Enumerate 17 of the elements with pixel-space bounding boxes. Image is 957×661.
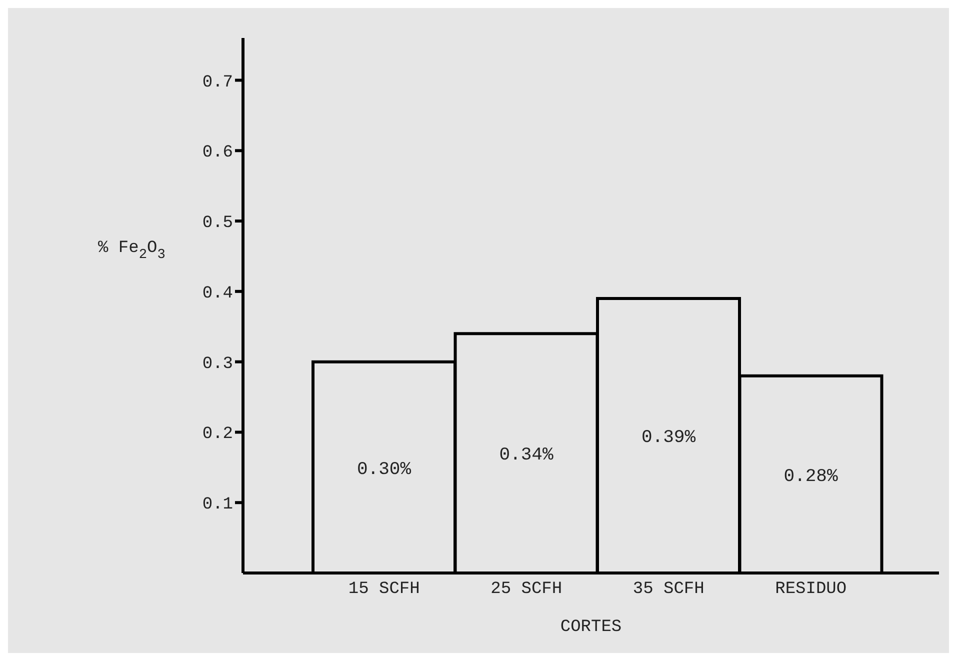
x-axis-title: CORTES xyxy=(560,618,622,637)
x-tick-label: RESIDUO xyxy=(775,580,847,600)
y-tick-label: 0.3 xyxy=(202,354,233,374)
x-tick-label: 25 SCFH xyxy=(490,580,562,600)
y-tick-label: 0.5 xyxy=(202,214,233,234)
data-label: 0.39% xyxy=(641,428,696,448)
y-tick-label: 0.4 xyxy=(202,284,233,304)
y-tick-label: 0.1 xyxy=(202,496,233,515)
y-tick-label: 0.6 xyxy=(202,144,233,163)
y-tick-label: 0.7 xyxy=(202,73,233,92)
data-label: 0.34% xyxy=(499,446,554,466)
x-tick-label: 35 SCFH xyxy=(632,580,704,600)
data-label: 0.30% xyxy=(356,460,412,480)
y-axis-title: % Fe$_{2}$O$_{3}$ xyxy=(98,239,166,263)
data-label: 0.28% xyxy=(784,466,838,487)
y-tick-label: 0.2 xyxy=(202,425,233,444)
x-tick-label: 15 SCFH xyxy=(348,580,420,600)
